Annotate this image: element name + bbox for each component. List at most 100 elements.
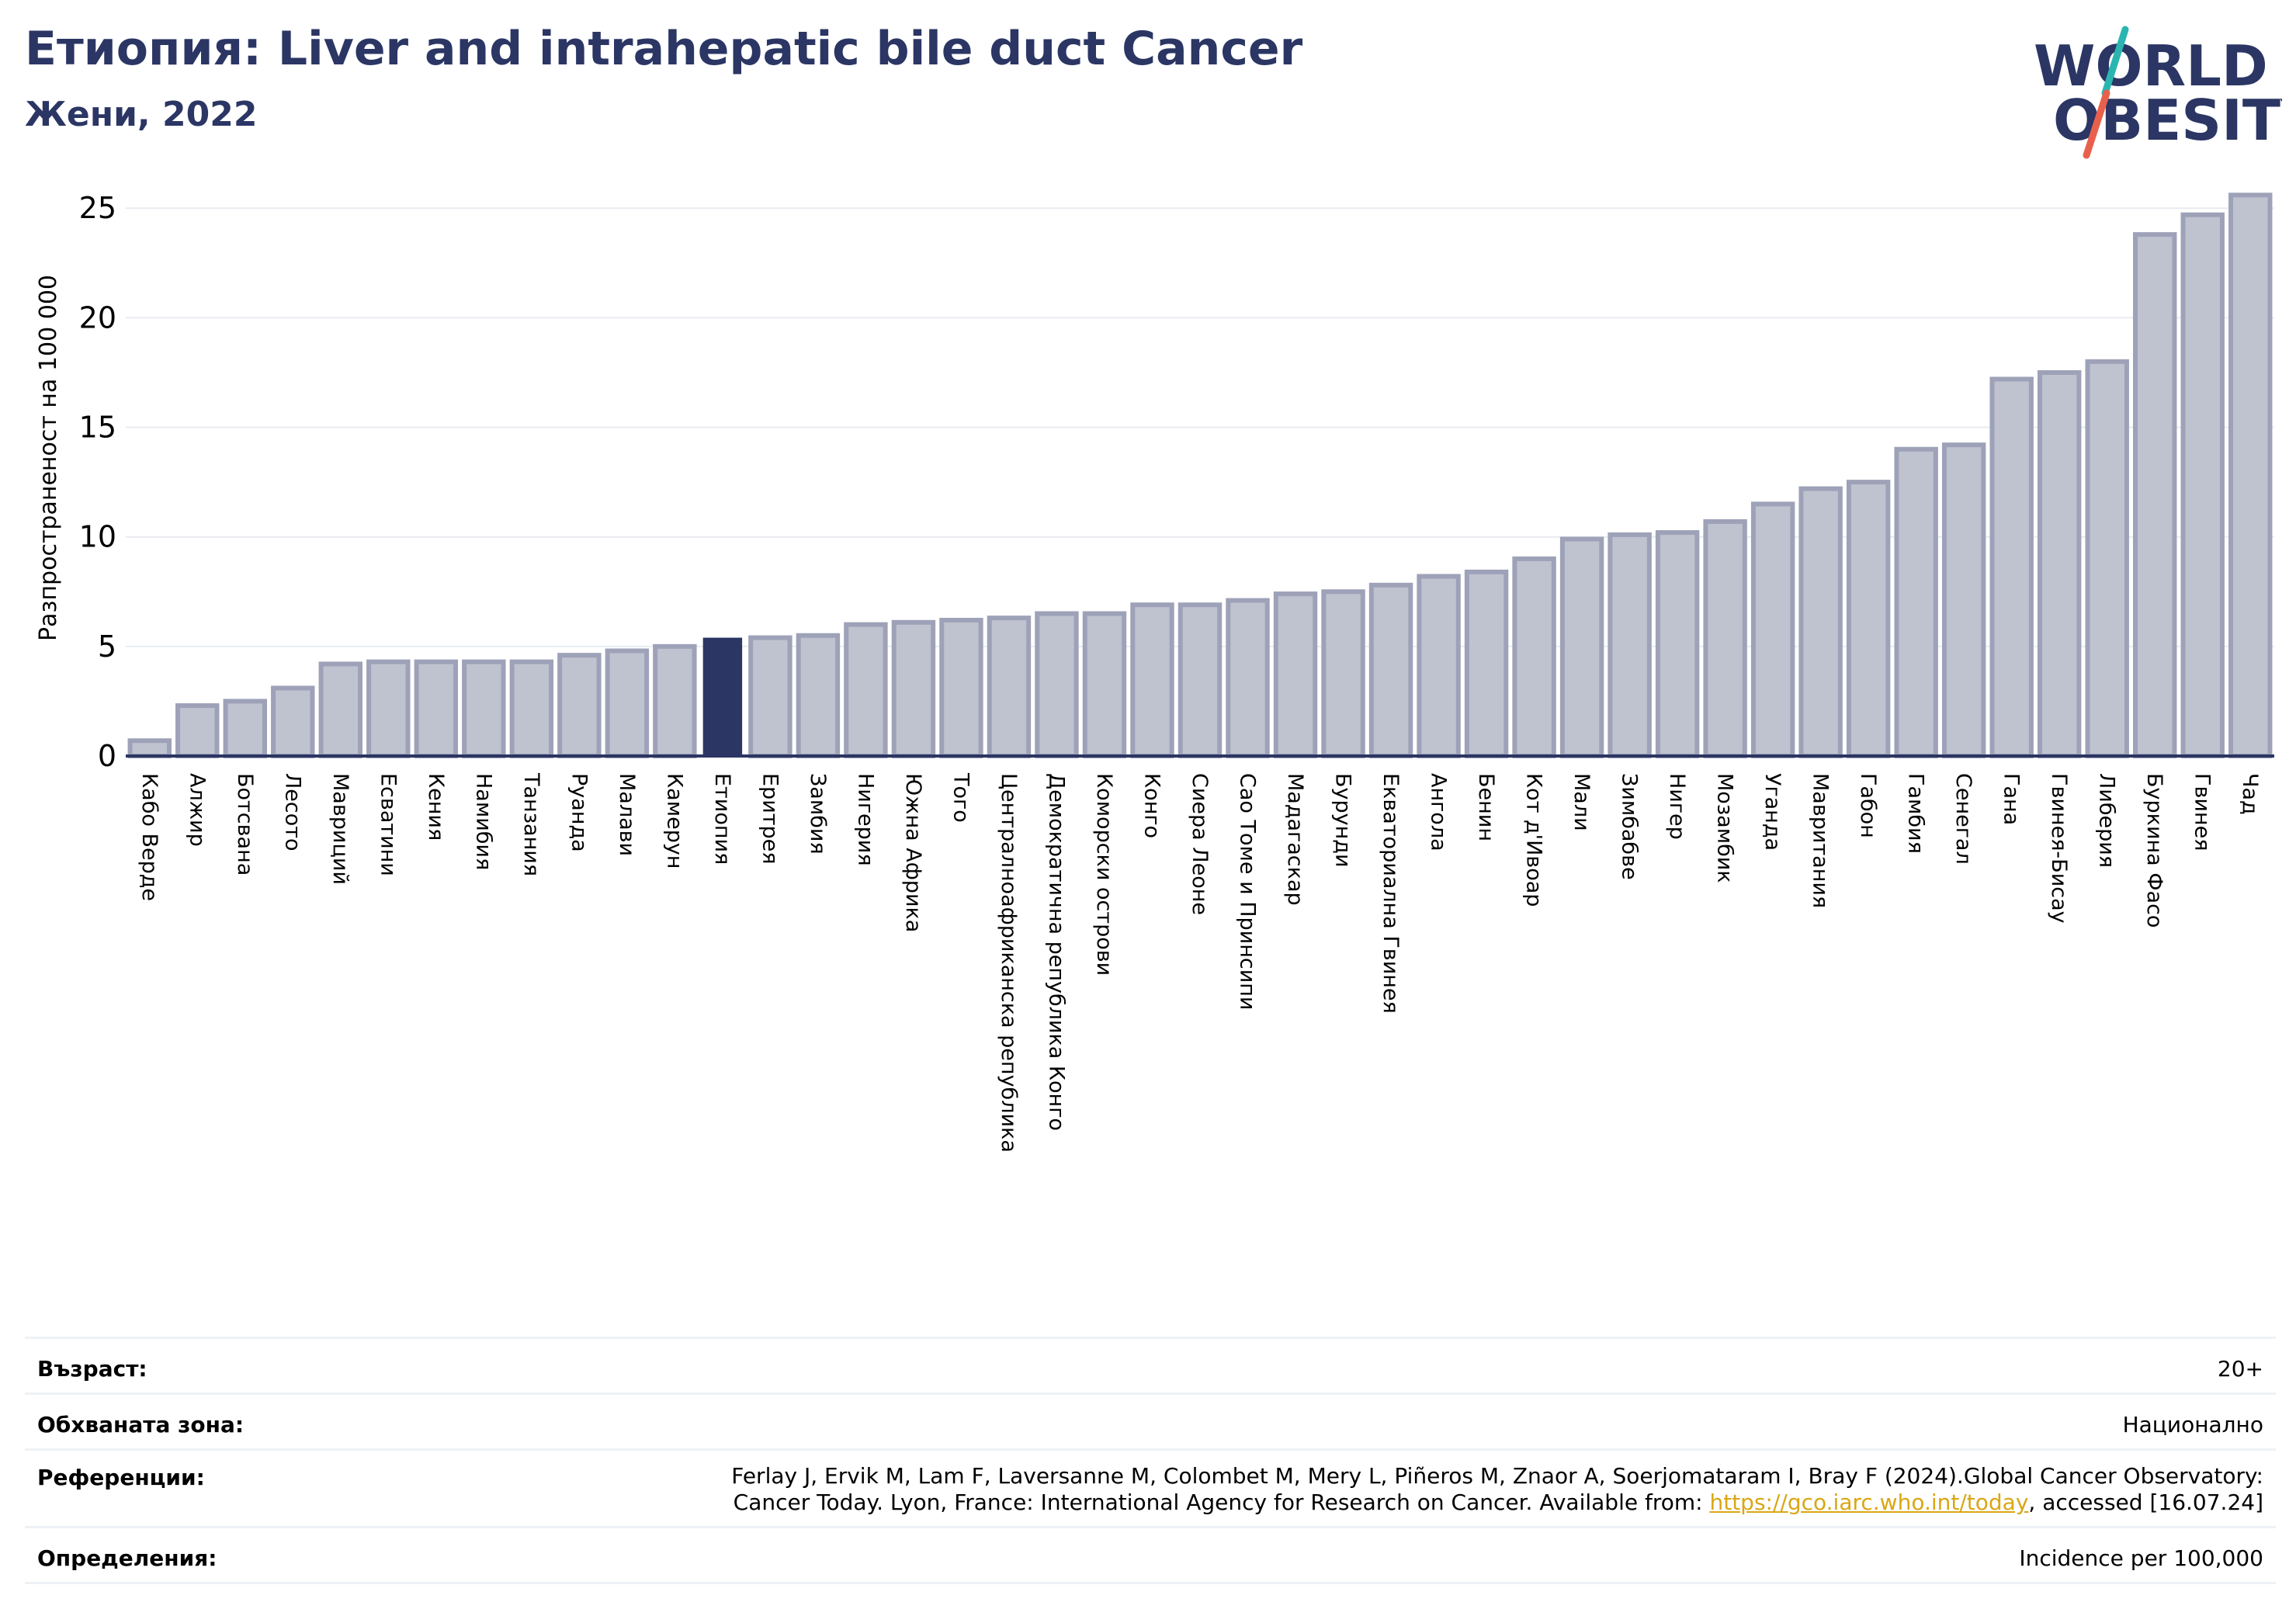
logo-word-world: WORLD [2034, 33, 2268, 99]
x-tick-label: Екваториална Гвинея [1379, 773, 1403, 1014]
y-tick-label: 10 [79, 520, 116, 554]
meta-row-age: Възраст: 20+ [25, 1337, 2276, 1393]
x-tick-label: Того [949, 772, 973, 823]
bar [1226, 598, 1270, 758]
bar [1130, 602, 1174, 759]
x-tick-label: Гамбия [1904, 773, 1928, 854]
bar [366, 659, 411, 758]
x-tick-label: Гана [1999, 773, 2024, 825]
x-tick-label: Ангола [1427, 773, 1451, 851]
bar [891, 619, 936, 758]
x-tick-label: Чад [2238, 773, 2262, 815]
x-tick-label: Алжир [185, 773, 209, 847]
bar-chart: 0 5 10 15 20 25 Кабо Верде Алжир Ботсвана Лесото… [35, 191, 2274, 1153]
x-tick-label: Нигер [1665, 773, 1689, 840]
reference-link[interactable]: https://gco.iarc.who.int/today [1709, 1489, 2029, 1515]
x-tick-label: Замбия [806, 773, 830, 855]
bar [1989, 376, 2034, 758]
bar [796, 633, 841, 758]
x-tick-label: Еритрея [758, 773, 782, 864]
x-tick-label: Лесото [280, 773, 304, 851]
x-tick-label: Гвинея-Бисау [2047, 773, 2071, 924]
x-tick-label: Бенин [1474, 773, 1498, 841]
bar [509, 659, 554, 758]
meta-row-definitions: Определения: Incidence per 100,000 [25, 1526, 2276, 1583]
x-tick-label: Кот д'Ивоар [1522, 773, 1546, 907]
x-tick-label: Централноафриканска република [997, 773, 1021, 1153]
bar [1417, 574, 1461, 758]
definitions-label: Определения: [37, 1545, 217, 1571]
bar [1321, 589, 1365, 758]
bar [605, 648, 650, 758]
bar [271, 685, 315, 758]
reference-line-2: Cancer Today. Lyon, France: Internationa… [731, 1489, 2263, 1516]
y-tick-label: 20 [79, 300, 116, 335]
x-tick-label: Демократична република Конго [1044, 773, 1068, 1131]
bar [1464, 569, 1509, 758]
references-label: Референции: [37, 1465, 205, 1490]
bar [1273, 591, 1318, 758]
x-tick-label: Намибия [471, 773, 495, 870]
bar [939, 617, 983, 758]
bar [414, 659, 459, 758]
bar [1894, 446, 1938, 758]
logo-slash-red [2083, 89, 2110, 159]
x-tick-label: Руанда [567, 773, 591, 852]
x-tick-label: Малави [615, 773, 639, 856]
x-tick-label: Мавриций [328, 773, 352, 885]
chart-subtitle: Жени, 2022 [25, 95, 258, 134]
y-tick-label: 0 [98, 739, 116, 773]
bar [175, 703, 220, 758]
x-tick-label: Ботсвана [233, 773, 257, 876]
bar [1035, 611, 1079, 758]
bar [2180, 212, 2225, 758]
bar [1559, 536, 1604, 758]
x-tick-label: Мозамбик [1713, 773, 1737, 883]
bar [1750, 501, 1795, 758]
bar [1368, 582, 1413, 758]
bar [2228, 192, 2273, 759]
bar [748, 635, 793, 758]
x-tick-label: Габон [1856, 773, 1880, 838]
reference-accessed: , accessed [16.07.24] [2028, 1489, 2263, 1515]
x-tick-label: Есватини [376, 773, 400, 876]
bar [987, 616, 1032, 759]
y-axis-label: Разпространеност на 100 000 [35, 275, 62, 641]
bar [2085, 359, 2129, 758]
bar [2037, 369, 2082, 758]
x-tick-label: Мали [1569, 773, 1594, 831]
x-tick-label: Танзания [519, 772, 543, 876]
x-tick-label: Южна Африка [901, 773, 925, 932]
meta-row-references: Референции: Ferlay J, Ervik M, Lam F, La… [25, 1448, 2276, 1527]
x-tick-label: Мавритания [1809, 773, 1833, 908]
meta-row-area: Обхваната зона: Национално [25, 1392, 2276, 1449]
x-tick-label: Буркина Фасо [2142, 773, 2166, 928]
y-tick-label: 5 [98, 629, 116, 664]
x-tick-label: Уганда [1760, 773, 1784, 851]
age-value: 20+ [2217, 1356, 2263, 1382]
area-value: Национално [2122, 1412, 2263, 1437]
bar [1177, 602, 1223, 759]
bar [844, 622, 888, 758]
bar [127, 738, 172, 759]
world-obesity-logo: WORLD OBESITY [2034, 26, 2282, 159]
bar [1703, 518, 1747, 759]
bar [1941, 442, 1986, 758]
x-tick-label: Кабо Верде [137, 773, 161, 901]
bar [1512, 556, 1556, 759]
y-tick-label: 25 [79, 191, 116, 225]
bar [1655, 530, 1700, 758]
x-tick-label: Етиопия [710, 773, 734, 865]
bar [1082, 611, 1127, 758]
x-tick-label: Сиера Леоне [1188, 773, 1212, 915]
y-tick-label: 15 [79, 411, 116, 445]
x-tick-label: Конго [1139, 773, 1164, 838]
reference-line-1: Ferlay J, Ervik M, Lam F, Laversanne M, … [731, 1463, 2263, 1489]
bar [702, 637, 743, 756]
bar [653, 643, 697, 758]
x-tick-label: Гвинея [2190, 773, 2214, 851]
reference-text: Cancer Today. Lyon, France: Internationa… [733, 1489, 1710, 1515]
x-tick-label: Мадагаскар [1283, 773, 1307, 906]
x-tick-label: Бурунди [1331, 773, 1355, 868]
x-tick-label: Коморски острови [1092, 773, 1116, 976]
